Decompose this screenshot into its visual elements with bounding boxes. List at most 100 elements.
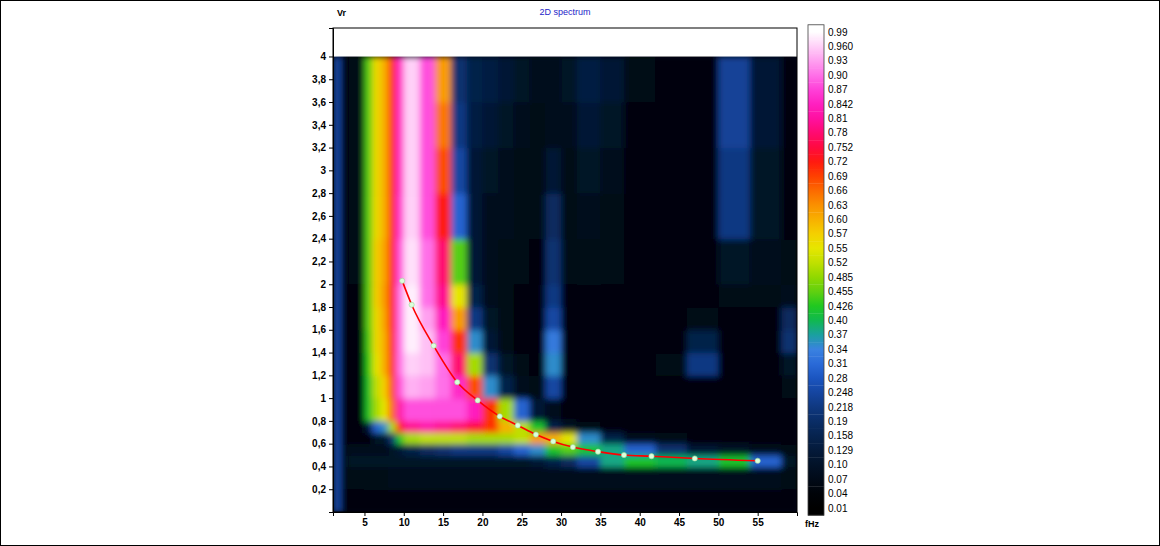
heatmap-cell [600,239,624,285]
heatmap-cell [420,432,436,444]
heatmap-cell [364,466,372,489]
heatmap-cell [655,353,687,376]
tick-mark [329,398,333,399]
tick-mark [329,261,333,262]
heatmap-cell [624,148,656,194]
heatmap-cell [600,489,624,512]
plot-frame [333,28,797,512]
tick: 2,2 [312,256,333,267]
colorbar-level [808,443,824,458]
colorbar-tick-label: 0.158 [828,430,853,441]
curve-point [755,458,760,463]
heatmap-cell [404,489,420,512]
heatmap-cell [498,239,514,285]
tick-label: 2,2 [312,256,326,267]
colorbar-tick-label: 0.52 [828,257,848,268]
heatmap-cell [435,489,451,512]
heatmap-cell [530,489,546,512]
heatmap-cell [577,353,601,376]
tick-label: 15 [438,517,450,528]
heatmap-cell [514,148,530,194]
heatmap-cell [341,148,349,194]
curve-point [400,278,405,283]
heatmap-cell [687,398,719,421]
heatmap-cell [349,56,365,102]
heatmap-cell [781,284,797,307]
heatmap-cell [687,330,719,353]
heatmap-cell [750,489,782,512]
heatmap-cell [341,432,349,444]
heatmap-cell [380,330,388,353]
tick-mark [329,307,333,308]
tick: 2 [320,279,333,290]
tick: 45 [674,512,686,528]
heatmap-cell [435,284,451,307]
colorbar: 0.010.040.070.100.1290.1580.190.2180.248… [808,25,853,516]
heatmap-cell [341,330,349,353]
heatmap-cell [404,421,420,433]
heatmap-cell [333,193,341,239]
heatmap-cell [388,398,396,421]
heatmap-cell [718,432,750,444]
heatmap-cell [364,455,372,467]
heatmap-cell [364,284,372,307]
colorbar-tick-label: 0.63 [828,200,848,211]
tick: 2,4 [312,233,333,244]
tick-mark [329,489,333,490]
heatmap-cell [420,455,436,467]
heatmap-cell [435,466,451,489]
colorbar-tick-label: 0.07 [828,474,848,485]
heatmap-cell [404,239,420,285]
heatmap-cell [396,330,404,353]
heatmap-cell [514,489,530,512]
colorbar-tick-label: 0.426 [828,301,853,312]
heatmap-cell [687,307,719,330]
heatmap-cell [577,421,601,433]
colorbar-level [808,82,824,97]
heatmap-cell [349,421,365,433]
heatmap-cell [600,56,624,102]
curve-point [455,380,460,385]
heatmap-cell [435,102,451,148]
heatmap-cell [514,466,530,489]
tick: 50 [713,512,725,528]
heatmap-cell [514,455,530,467]
heatmap-cell [467,102,483,148]
colorbar-tick-label: 0.93 [828,55,848,66]
tick-mark [718,512,719,516]
colorbar-tick-label: 0.55 [828,243,848,254]
curve-point [621,452,626,457]
heatmap-cell [372,432,380,444]
tick-mark [329,125,333,126]
heatmap-cell [396,421,404,433]
heatmap-cell [396,375,404,398]
colorbar-tick-label: 0.66 [828,185,848,196]
heatmap-cell [372,466,380,489]
heatmap-cell [451,284,467,307]
heatmap-cell [467,307,483,330]
heatmap-cell [514,330,530,353]
tick: 5 [362,512,368,528]
y-axis-title: Vr [337,8,347,18]
heatmap-cell [388,466,396,489]
heatmap-cell [372,353,380,376]
colorbar-level [808,486,824,501]
heatmap-cell [396,432,404,444]
tick: 0,4 [312,461,333,472]
heatmap-cell [482,455,498,467]
tick-mark [329,239,333,240]
colorbar-tick-label: 0.37 [828,329,848,340]
heatmap-cell [420,330,436,353]
heatmap-cell [718,444,750,456]
heatmap-cell [420,148,436,194]
tick-label: 3,6 [312,97,326,108]
heatmap-cell [396,466,404,489]
axis-line [334,513,798,517]
curve-point [649,454,654,459]
heatmap-cell [435,444,451,456]
heatmap-cell [482,239,498,285]
heatmap-cell [396,489,404,512]
heatmap-cell [467,444,483,456]
heatmap-cell [750,375,782,398]
heatmap-cell [514,193,530,239]
